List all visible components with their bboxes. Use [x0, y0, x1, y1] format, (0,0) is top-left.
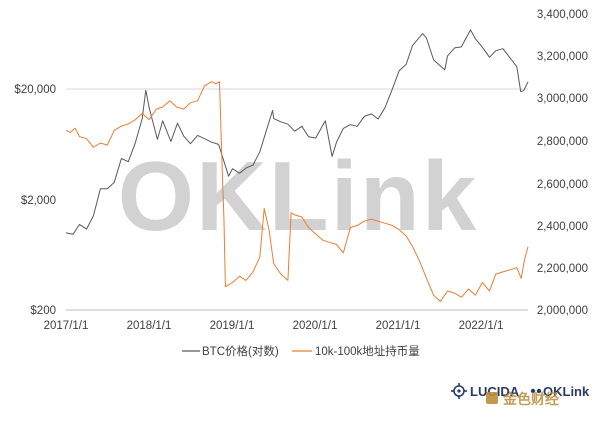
y-right-tick-label: 2,600,000 — [537, 179, 588, 191]
y-left-tick-label: $2,000 — [21, 195, 56, 207]
legend-label-btc: BTC价格(对数) — [202, 344, 279, 358]
chart-watermark: OKLink — [118, 141, 478, 251]
y-left-tick-label: $20,000 — [14, 84, 56, 96]
y-right-tick-label: 3,400,000 — [537, 9, 588, 21]
x-tick-label: 2017/1/1 — [44, 320, 89, 332]
x-tick-label: 2020/1/1 — [293, 320, 338, 332]
y-right-tick-label: 2,200,000 — [537, 263, 588, 275]
legend-label-holdings: 10k-100k地址持币量 — [315, 344, 420, 358]
y-right-tick-label: 3,000,000 — [537, 93, 588, 105]
oklink-logo-icon — [530, 388, 542, 394]
y-right-tick-label: 2,000,000 — [537, 305, 588, 317]
y-left-tick-label: $200 — [30, 305, 56, 317]
series-line-btc-price — [65, 29, 529, 235]
footer-logos: LUCIDA OKLink 金色财经 — [451, 383, 590, 407]
lucida-logo-icon — [451, 383, 467, 399]
y-right-tick-label: 2,800,000 — [537, 136, 588, 148]
jinse-logo-icon — [486, 392, 498, 404]
legend: BTC价格(对数) 10k-100k地址持币量 — [182, 344, 420, 358]
x-tick-label: 2021/1/1 — [376, 320, 421, 332]
y-right-tick-label: 3,200,000 — [537, 51, 588, 63]
x-tick-label: 2018/1/1 — [127, 320, 172, 332]
x-tick-label: 2019/1/1 — [210, 320, 255, 332]
oklink-logo-text: OKLink — [543, 384, 590, 399]
x-tick-label: 2022/1/1 — [459, 320, 504, 332]
series-line-10k-100k-holdings — [65, 81, 529, 302]
lucida-logo-text: LUCIDA — [470, 384, 520, 399]
y-right-tick-label: 2,400,000 — [537, 221, 588, 233]
jinse-overlay-text: 金色财经 — [502, 391, 559, 407]
